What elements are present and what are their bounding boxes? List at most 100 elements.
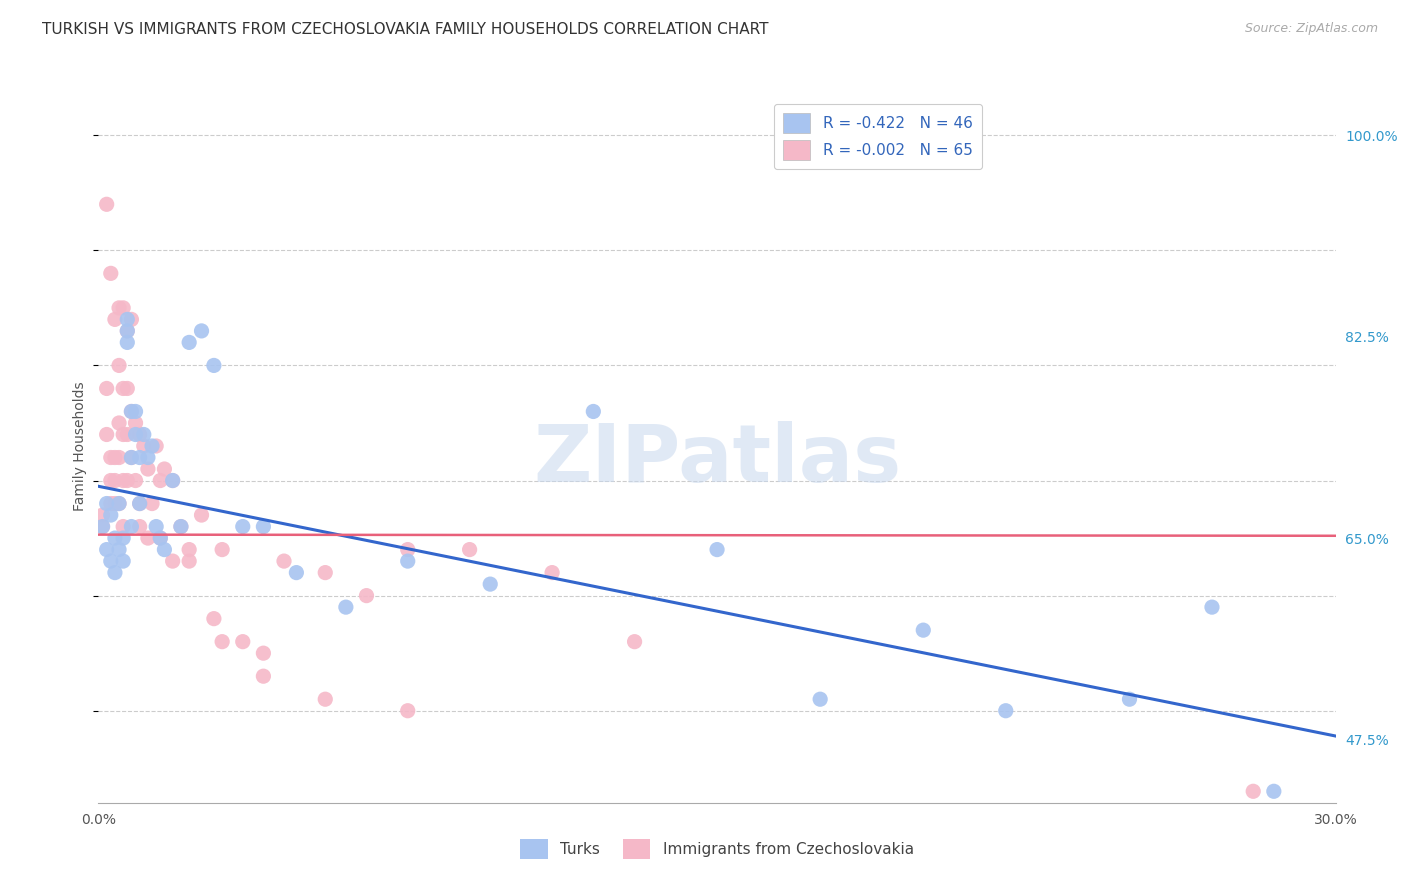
Point — [153, 542, 176, 557]
Point — [117, 427, 139, 442]
Point — [541, 566, 564, 580]
Point — [96, 497, 118, 511]
Point — [273, 554, 295, 568]
Point — [1201, 600, 1223, 615]
Point — [335, 600, 357, 615]
Point — [356, 589, 378, 603]
Point — [314, 692, 336, 706]
Point — [108, 416, 131, 430]
Point — [96, 427, 118, 442]
Point — [104, 312, 127, 326]
Point — [112, 531, 135, 545]
Point — [100, 450, 122, 465]
Point — [252, 669, 274, 683]
Point — [153, 462, 176, 476]
Point — [120, 404, 142, 418]
Point — [124, 427, 146, 442]
Point — [162, 474, 184, 488]
Text: ZIPatlas: ZIPatlas — [533, 421, 901, 500]
Point — [582, 404, 605, 418]
Point — [108, 542, 131, 557]
Point — [458, 542, 481, 557]
Point — [91, 519, 114, 533]
Point — [285, 566, 308, 580]
Point — [132, 427, 155, 442]
Point — [162, 554, 184, 568]
Point — [396, 704, 419, 718]
Point — [117, 312, 139, 326]
Point — [112, 301, 135, 315]
Point — [141, 439, 163, 453]
Point — [136, 531, 159, 545]
Point — [120, 519, 142, 533]
Point — [396, 554, 419, 568]
Point — [149, 531, 172, 545]
Point — [96, 197, 118, 211]
Point — [149, 531, 172, 545]
Point — [100, 266, 122, 280]
Point — [211, 634, 233, 648]
Point — [112, 474, 135, 488]
Point — [117, 381, 139, 395]
Point — [104, 531, 127, 545]
Point — [124, 404, 146, 418]
Point — [232, 634, 254, 648]
Point — [91, 519, 114, 533]
Point — [128, 497, 150, 511]
Point — [252, 519, 274, 533]
Point — [190, 508, 212, 522]
Point — [162, 474, 184, 488]
Point — [100, 554, 122, 568]
Point — [252, 646, 274, 660]
Point — [623, 634, 645, 648]
Text: Source: ZipAtlas.com: Source: ZipAtlas.com — [1244, 22, 1378, 36]
Point — [96, 381, 118, 395]
Point — [128, 519, 150, 533]
Point — [128, 427, 150, 442]
Point — [128, 450, 150, 465]
Point — [112, 381, 135, 395]
Point — [1118, 692, 1140, 706]
Point — [1263, 784, 1285, 798]
Point — [202, 612, 225, 626]
Point — [104, 497, 127, 511]
Point — [120, 450, 142, 465]
Point — [91, 508, 114, 522]
Point — [108, 359, 131, 373]
Point — [108, 497, 131, 511]
Point — [112, 427, 135, 442]
Point — [1241, 784, 1264, 798]
Point — [479, 577, 502, 591]
Point — [136, 450, 159, 465]
Point — [202, 359, 225, 373]
Point — [808, 692, 831, 706]
Point — [117, 324, 139, 338]
Point — [232, 519, 254, 533]
Point — [104, 450, 127, 465]
Point — [100, 497, 122, 511]
Point — [170, 519, 193, 533]
Point — [124, 416, 146, 430]
Point — [170, 519, 193, 533]
Point — [104, 566, 127, 580]
Point — [120, 404, 142, 418]
Y-axis label: Family Households: Family Households — [73, 381, 87, 511]
Point — [179, 554, 201, 568]
Point — [100, 474, 122, 488]
Point — [120, 312, 142, 326]
Point — [149, 474, 172, 488]
Point — [117, 474, 139, 488]
Legend: Turks, Immigrants from Czechoslovakia: Turks, Immigrants from Czechoslovakia — [513, 831, 921, 866]
Point — [190, 324, 212, 338]
Point — [211, 542, 233, 557]
Text: TURKISH VS IMMIGRANTS FROM CZECHOSLOVAKIA FAMILY HOUSEHOLDS CORRELATION CHART: TURKISH VS IMMIGRANTS FROM CZECHOSLOVAKI… — [42, 22, 769, 37]
Point — [100, 508, 122, 522]
Point — [120, 450, 142, 465]
Point — [128, 497, 150, 511]
Point — [706, 542, 728, 557]
Point — [108, 301, 131, 315]
Point — [132, 439, 155, 453]
Point — [117, 335, 139, 350]
Point — [145, 519, 167, 533]
Point — [108, 450, 131, 465]
